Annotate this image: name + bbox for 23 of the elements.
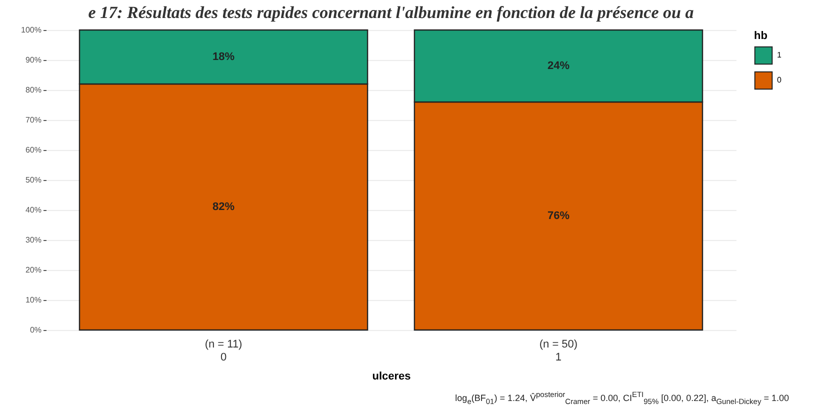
y-tick-label: 70% xyxy=(25,116,42,124)
y-tick-label: 30% xyxy=(25,236,42,244)
data-label: 76% xyxy=(547,210,570,222)
text: (n = 11) xyxy=(204,338,242,350)
legend-label: 1 xyxy=(777,50,782,60)
text: (n = 50) xyxy=(539,338,578,350)
y-tick-label: 20% xyxy=(25,266,42,274)
chart-title: e 17: Résultats des tests rapides concernant l'albumine en fonction de la présence ou a xyxy=(88,3,694,22)
legend-title: hb xyxy=(754,30,768,42)
y-tick-label: 90% xyxy=(25,56,42,64)
data-label: 18% xyxy=(212,51,235,63)
y-tick-label: 100% xyxy=(21,26,42,34)
data-label: 24% xyxy=(547,60,570,72)
y-tick-label: 60% xyxy=(25,146,42,154)
legend-label: 0 xyxy=(777,76,782,84)
y-tick-label: 10% xyxy=(25,296,42,304)
y-tick-label: 0% xyxy=(30,326,42,334)
x-axis-title: ulceres xyxy=(372,370,411,382)
text: log$_{e}$(BF$_{01}$) = 1.24, V̂$^{posterior}$$_{Cramer}$ = 0.00, CI$^{ETI}$$_{95%}$ [0.00, 0.22], a$_{Gunel-Dickey}$ = 1.00 xyxy=(455,390,789,406)
y-tick-label: 80% xyxy=(25,86,42,94)
y-tick-label: 40% xyxy=(25,206,42,214)
y-tick-label: 50% xyxy=(25,176,42,184)
data-label: 82% xyxy=(212,201,235,213)
